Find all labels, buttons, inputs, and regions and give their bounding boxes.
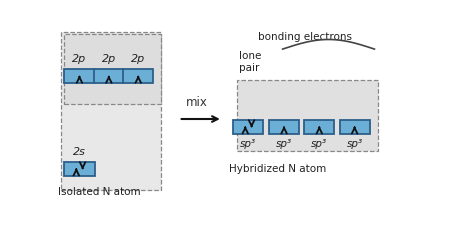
Text: sp³: sp³ — [240, 139, 256, 149]
FancyBboxPatch shape — [123, 69, 153, 83]
Text: 2p: 2p — [131, 54, 146, 64]
FancyBboxPatch shape — [233, 120, 264, 134]
FancyBboxPatch shape — [269, 120, 299, 134]
FancyBboxPatch shape — [304, 120, 334, 134]
FancyBboxPatch shape — [64, 162, 94, 176]
Text: 2p: 2p — [73, 54, 87, 64]
FancyBboxPatch shape — [64, 34, 161, 104]
Text: 2p: 2p — [102, 54, 116, 64]
FancyBboxPatch shape — [94, 69, 124, 83]
Text: mix: mix — [186, 96, 208, 109]
Text: sp³: sp³ — [311, 139, 328, 149]
Text: 2s: 2s — [73, 147, 86, 157]
Text: Isolated N atom: Isolated N atom — [58, 187, 141, 197]
FancyBboxPatch shape — [64, 69, 94, 83]
Text: Hybridized N atom: Hybridized N atom — [229, 164, 327, 174]
FancyBboxPatch shape — [61, 32, 161, 190]
Text: lone
pair: lone pair — [238, 51, 261, 73]
Text: sp³: sp³ — [346, 139, 363, 149]
Text: bonding electrons: bonding electrons — [258, 32, 352, 42]
FancyBboxPatch shape — [237, 80, 378, 151]
Text: sp³: sp³ — [276, 139, 292, 149]
FancyBboxPatch shape — [339, 120, 370, 134]
